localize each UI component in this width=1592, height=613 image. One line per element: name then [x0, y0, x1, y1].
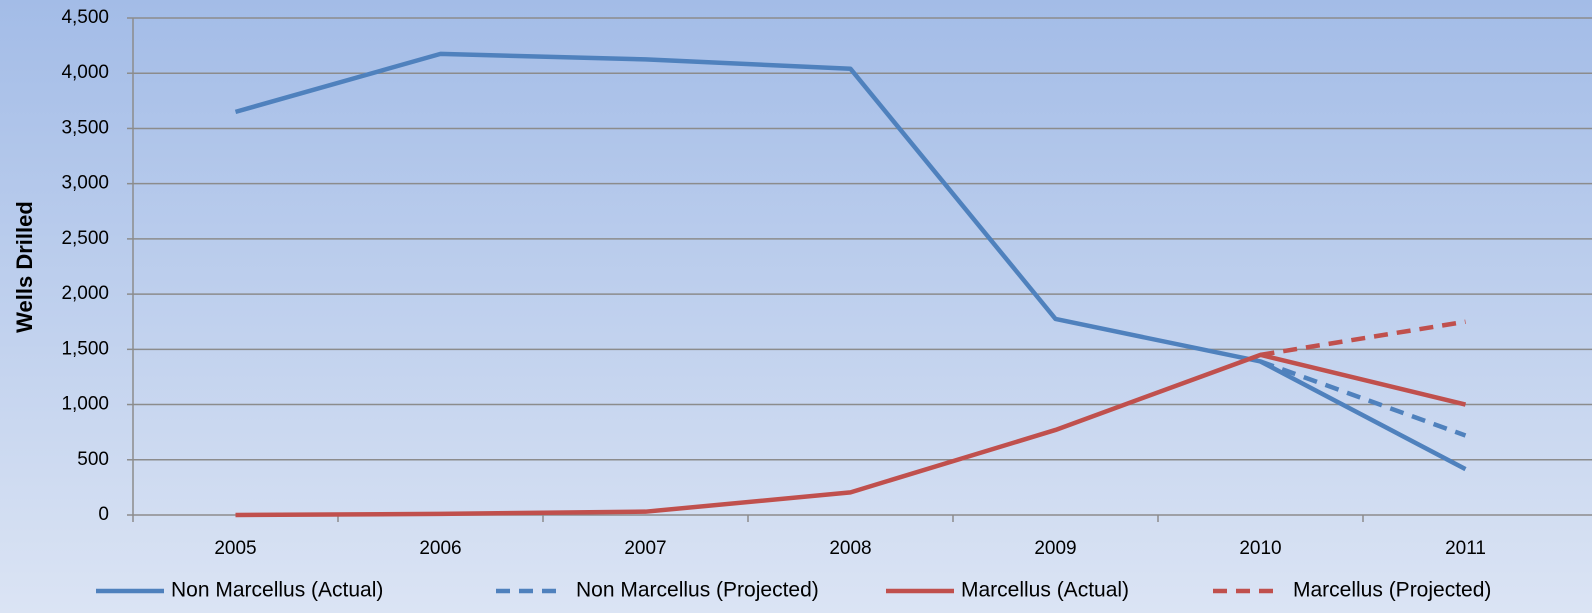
x-tick-label: 2007	[624, 538, 666, 559]
line-series	[1259, 359, 1467, 438]
y-tick-label: 1,000	[61, 394, 109, 415]
legend-label: Marcellus (Projected)	[1293, 579, 1491, 602]
x-tick-label: 2009	[1034, 538, 1076, 559]
legend-label: Marcellus (Actual)	[961, 579, 1129, 602]
y-tick-label: 500	[77, 449, 109, 470]
y-tick-label: 2,500	[61, 228, 109, 249]
y-tick-label: 2,000	[61, 283, 109, 304]
line-series	[234, 51, 1467, 472]
x-tick-label: 2011	[1445, 538, 1486, 559]
y-tick-label: 3,500	[61, 117, 109, 138]
x-tick-label: 2010	[1239, 538, 1281, 559]
legend-label: Non Marcellus (Actual)	[171, 579, 383, 602]
y-axis-title: Wells Drilled	[12, 201, 37, 333]
x-tick-label: 2006	[419, 538, 461, 559]
line-series	[235, 352, 1467, 518]
y-tick-label: 0	[98, 504, 109, 525]
x-tick-label: 2005	[214, 538, 256, 559]
x-tick-label: 2008	[829, 538, 871, 559]
y-tick-label: 4,500	[61, 7, 109, 28]
y-tick-label: 1,500	[61, 338, 109, 359]
legend-label: Non Marcellus (Projected)	[576, 579, 819, 602]
y-tick-label: 3,000	[61, 173, 109, 194]
line-series	[1260, 319, 1466, 358]
y-tick-label: 4,000	[61, 62, 109, 83]
